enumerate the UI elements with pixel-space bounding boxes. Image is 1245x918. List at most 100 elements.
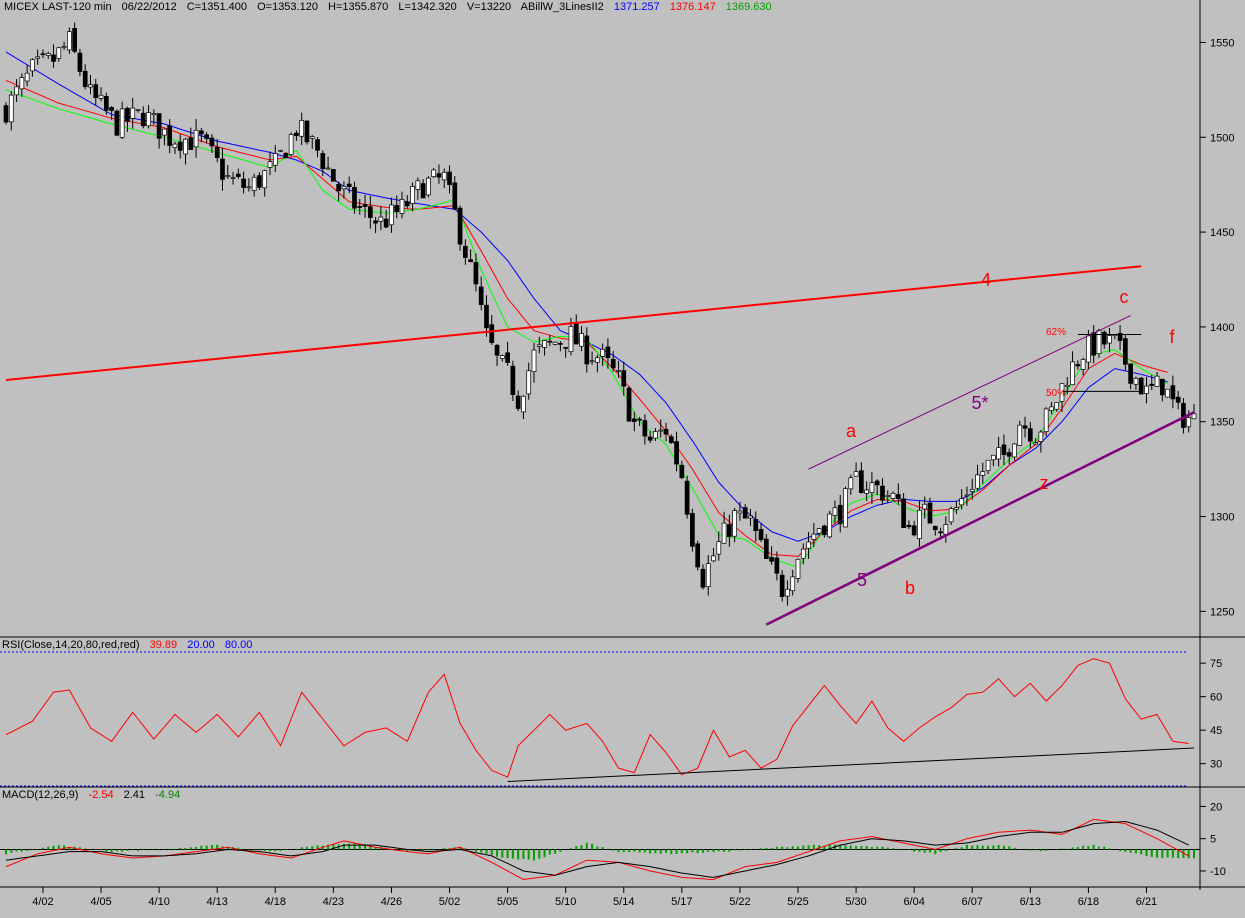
candle-body <box>352 186 357 209</box>
candle-body <box>1186 417 1192 428</box>
price-ytick-label: 1500 <box>1210 132 1234 144</box>
candle-body <box>816 528 822 534</box>
date-tick-label: 4/02 <box>32 896 53 908</box>
candle-body <box>595 357 600 363</box>
candle-body <box>325 167 331 170</box>
candle-body <box>341 185 347 190</box>
macd-signal-value: 2.41 <box>123 789 146 801</box>
candle-body <box>922 503 928 510</box>
candle-body <box>378 216 384 222</box>
candle-body <box>668 436 674 443</box>
date-tick-label: 5/25 <box>787 896 808 908</box>
candle-body <box>890 492 896 499</box>
candle-body <box>795 558 801 579</box>
candle-body <box>220 158 225 180</box>
candle-body <box>975 474 980 489</box>
candle-body <box>140 112 146 127</box>
candle-body <box>822 525 827 536</box>
candle-body <box>367 206 373 218</box>
wave-label-b: b <box>905 578 915 598</box>
candle-body <box>346 183 352 187</box>
candle-body <box>895 494 901 500</box>
candle-body <box>93 84 99 99</box>
candle-body <box>1059 383 1065 402</box>
candle-body <box>790 576 796 592</box>
candle-body <box>1191 413 1197 420</box>
candle-body <box>589 360 595 363</box>
candle-body <box>404 201 410 207</box>
candle-body <box>806 541 811 549</box>
candle-body <box>985 459 991 472</box>
candle-body <box>304 120 310 143</box>
date-label: 06/22/2012 <box>121 1 177 13</box>
candle-body <box>705 563 711 588</box>
candle-body <box>621 370 627 387</box>
volume-value: V=13220 <box>466 1 512 13</box>
candle-body <box>552 341 558 345</box>
candle-body <box>911 525 917 536</box>
candle-body <box>452 182 458 210</box>
candle-body <box>1175 396 1181 403</box>
wave-label-c: c <box>1120 287 1129 307</box>
candle-body <box>135 109 141 111</box>
wave-label-5: 5 <box>857 570 867 590</box>
macd-ytick-label: 20 <box>1210 801 1222 813</box>
candle-body <box>1033 442 1038 445</box>
candle-body <box>1001 444 1007 455</box>
candle-body <box>1159 378 1165 396</box>
date-tick-label: 4/10 <box>148 896 169 908</box>
candle-body <box>642 420 648 437</box>
candle-body <box>1138 377 1144 395</box>
candle-body <box>362 204 368 207</box>
candle-body <box>695 543 701 568</box>
macd-line <box>5 818 1189 881</box>
candle-body <box>499 355 505 359</box>
candle-body <box>616 369 621 372</box>
wave-label-62pct: 62% <box>1046 327 1066 338</box>
candle-body <box>188 137 194 150</box>
candle-body <box>67 31 72 51</box>
candle-body <box>357 206 363 208</box>
candle-body <box>674 441 679 465</box>
wave5star-channel-line <box>808 315 1131 470</box>
candle-body <box>463 245 468 259</box>
candle-body <box>209 137 215 147</box>
close-value: C=1351.400 <box>186 1 248 13</box>
candle-body <box>88 84 93 88</box>
candle-body <box>130 107 136 119</box>
low-value: L=1342.320 <box>398 1 457 13</box>
macd-value: -2.54 <box>88 789 114 801</box>
rsi-header: RSI(Close,14,20,80,red,red) 39.89 20.00 … <box>2 639 259 651</box>
candle-body <box>426 177 431 196</box>
date-tick-label: 5/02 <box>439 896 460 908</box>
wave-label-z: z <box>1040 473 1049 493</box>
candle-body <box>373 220 378 224</box>
price-ytick-label: 1400 <box>1210 322 1234 334</box>
candle-body <box>721 522 727 544</box>
candle-body <box>257 175 262 188</box>
candle-body <box>383 218 389 228</box>
candle-body <box>8 94 14 123</box>
candle-body <box>336 184 341 192</box>
candle-body <box>1027 428 1033 442</box>
candle-body <box>679 464 685 479</box>
candle-body <box>774 557 780 574</box>
candle-body <box>991 454 996 461</box>
candle-body <box>584 335 590 365</box>
candle-body <box>19 77 25 90</box>
candle-body <box>3 105 9 123</box>
candle-body <box>410 186 415 204</box>
rsi-support-trendline <box>507 747 1195 783</box>
date-tick-label: 5/17 <box>671 896 692 908</box>
candle-body <box>859 470 864 493</box>
candle-body <box>114 110 120 136</box>
candle-body <box>811 533 817 540</box>
macd-ytick-label: 5 <box>1210 834 1216 846</box>
candle-body <box>542 340 547 348</box>
candle-body <box>151 113 157 116</box>
candle-body <box>737 510 743 514</box>
candle-body <box>51 54 56 62</box>
candle-body <box>30 59 35 72</box>
